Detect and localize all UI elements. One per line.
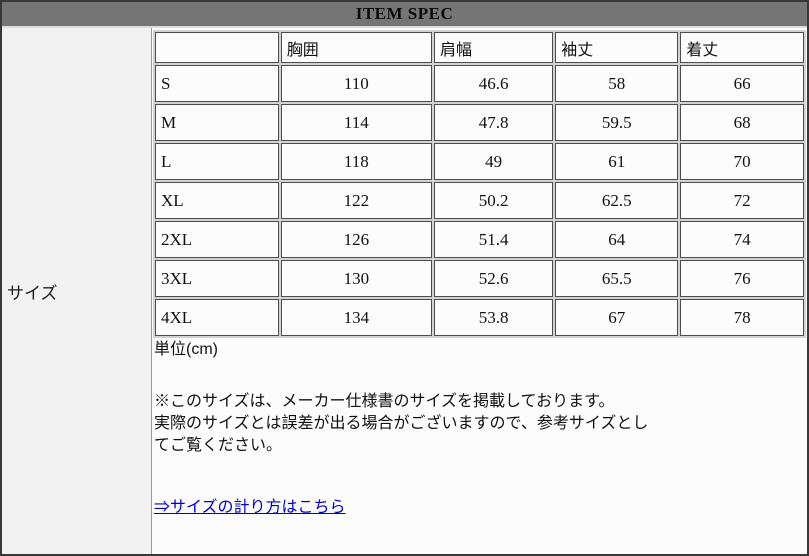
sleeve-value: 67: [555, 299, 679, 336]
chest-value: 114: [280, 104, 432, 141]
sleeve-value: 59.5: [555, 104, 679, 141]
size-section-label: サイズ: [2, 28, 152, 554]
link-row: ⇒サイズの計り方はこちら: [154, 497, 806, 519]
length-value: 66: [680, 65, 804, 102]
sleeve-value: 65.5: [555, 260, 679, 297]
shoulder-value: 50.2: [433, 182, 554, 219]
length-value: 68: [680, 104, 804, 141]
size-label-cell: M: [155, 104, 279, 141]
spec-body: サイズ 胸囲 肩幅 袖丈 着丈 S 110 46.6 58: [2, 28, 807, 554]
size-label-cell: 3XL: [155, 260, 279, 297]
size-disclaimer: ※このサイズは、メーカー仕様書のサイズを掲載しております。 実際のサイズとは誤差…: [154, 391, 806, 457]
length-value: 76: [680, 260, 804, 297]
header-cell-blank: [155, 32, 279, 63]
size-label-cell: 2XL: [155, 221, 279, 258]
shoulder-value: 53.8: [433, 299, 554, 336]
chest-value: 134: [280, 299, 432, 336]
size-section-content: 胸囲 肩幅 袖丈 着丈 S 110 46.6 58 66 M 114 47.8 …: [152, 28, 807, 554]
chest-value: 122: [280, 182, 432, 219]
header-cell-shoulder: 肩幅: [433, 32, 554, 63]
chest-value: 130: [280, 260, 432, 297]
sleeve-value: 61: [555, 143, 679, 180]
sleeve-value: 64: [555, 221, 679, 258]
header-cell-chest: 胸囲: [280, 32, 432, 63]
disclaimer-line-3: てご覧ください。: [154, 437, 283, 454]
shoulder-value: 46.6: [433, 65, 554, 102]
disclaimer-line-1: ※このサイズは、メーカー仕様書のサイズを掲載しております。: [154, 393, 615, 410]
table-row: S 110 46.6 58 66: [155, 65, 804, 102]
table-row: 3XL 130 52.6 65.5 76: [155, 260, 804, 297]
size-label-cell: XL: [155, 182, 279, 219]
disclaimer-line-2: 実際のサイズとは誤差が出る場合がございますので、参考サイズとし: [154, 415, 649, 432]
chest-value: 118: [280, 143, 432, 180]
header-cell-sleeve: 袖丈: [555, 32, 679, 63]
length-value: 74: [680, 221, 804, 258]
shoulder-value: 49: [433, 143, 554, 180]
shoulder-value: 52.6: [433, 260, 554, 297]
table-row: 4XL 134 53.8 67 78: [155, 299, 804, 336]
chest-value: 110: [280, 65, 432, 102]
sleeve-value: 62.5: [555, 182, 679, 219]
table-row: 2XL 126 51.4 64 74: [155, 221, 804, 258]
sleeve-value: 58: [555, 65, 679, 102]
shoulder-value: 47.8: [433, 104, 554, 141]
shoulder-value: 51.4: [433, 221, 554, 258]
table-row: M 114 47.8 59.5 68: [155, 104, 804, 141]
unit-note: 単位(cm): [154, 341, 218, 358]
chest-value: 126: [280, 221, 432, 258]
header-cell-length: 着丈: [680, 32, 804, 63]
length-value: 72: [680, 182, 804, 219]
table-row: XL 122 50.2 62.5 72: [155, 182, 804, 219]
item-spec-title: ITEM SPEC: [2, 2, 807, 28]
length-value: 78: [680, 299, 804, 336]
size-measure-guide-link[interactable]: ⇒サイズの計り方はこちら: [154, 499, 346, 516]
table-header-row: 胸囲 肩幅 袖丈 着丈: [155, 32, 804, 63]
length-value: 70: [680, 143, 804, 180]
size-label-cell: 4XL: [155, 299, 279, 336]
table-row: L 118 49 61 70: [155, 143, 804, 180]
size-chart-table: 胸囲 肩幅 袖丈 着丈 S 110 46.6 58 66 M 114 47.8 …: [153, 30, 806, 338]
size-label-cell: L: [155, 143, 279, 180]
size-label-cell: S: [155, 65, 279, 102]
